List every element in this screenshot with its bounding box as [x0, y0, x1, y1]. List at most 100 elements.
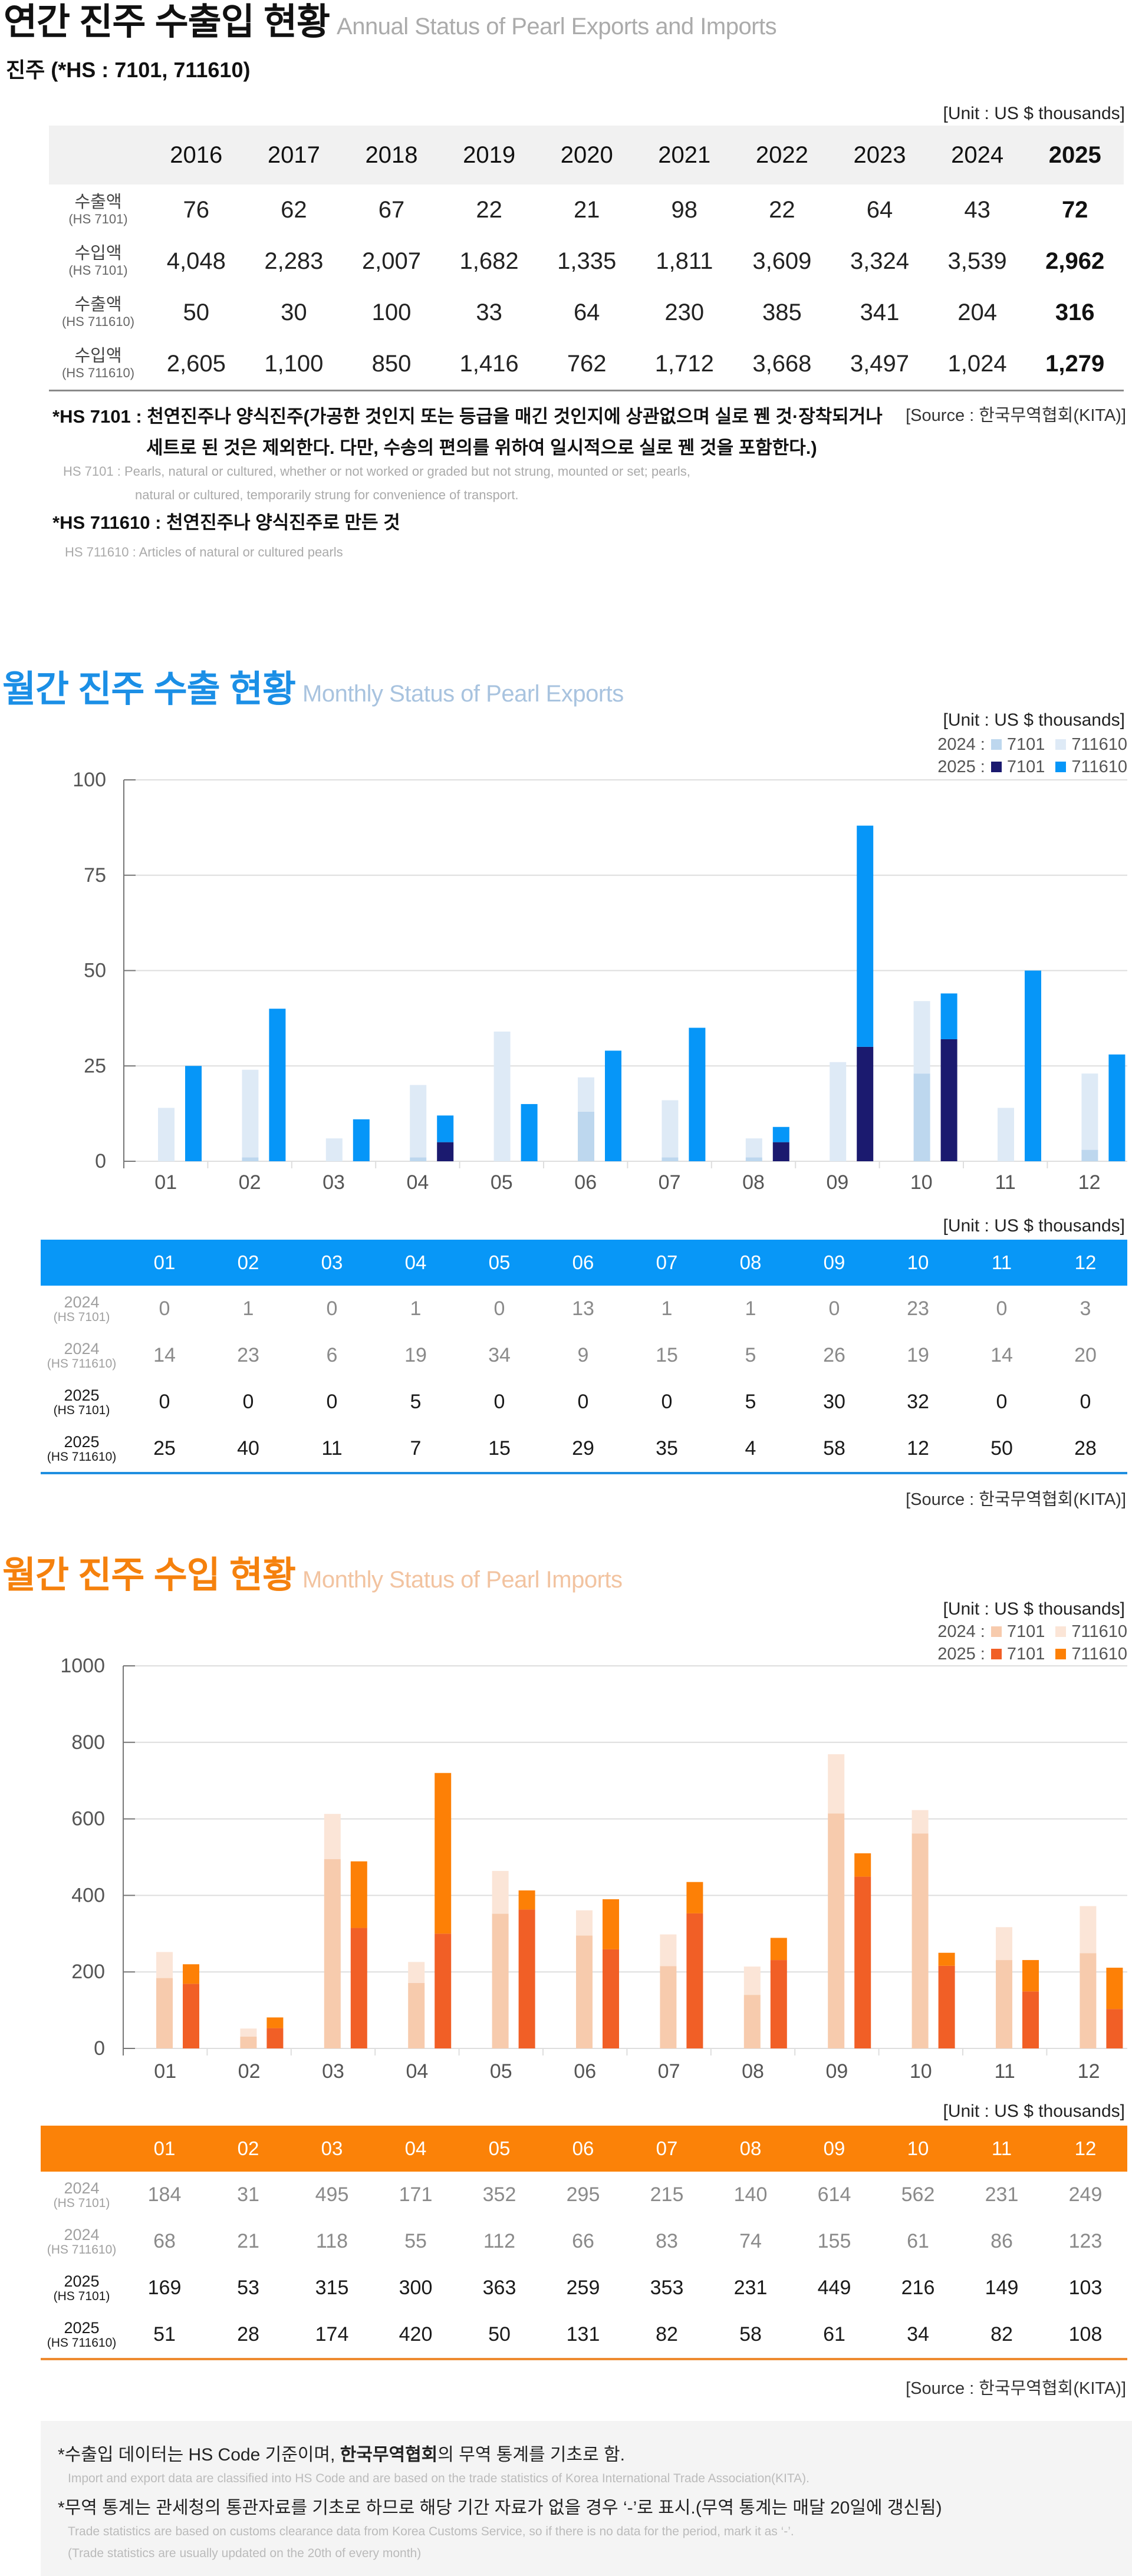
value-cell: 0 — [159, 1391, 170, 1413]
value-cell: 66 — [572, 2230, 594, 2252]
annual-source-label: [Source : 한국무역협회(KITA)] — [906, 406, 1126, 425]
value-cell: 58 — [823, 1437, 845, 1460]
table-row: 2024 (HS 7101) 184 31 495 171 352 295 215 140 614 5… — [41, 2172, 1127, 2218]
year-header-cell: 2023 — [853, 141, 906, 168]
bar-2025-711610-04 — [437, 1115, 454, 1142]
x-tick-label: 03 — [322, 2060, 344, 2083]
x-tick-label: 12 — [1078, 1171, 1101, 1194]
value-cell: 23 — [237, 1344, 259, 1366]
bar-2025-711610-02 — [269, 1009, 286, 1161]
row-label: 2024 (HS 7101) — [41, 2180, 123, 2209]
value-cell: 14 — [990, 1344, 1013, 1366]
value-cell: 26 — [823, 1344, 845, 1366]
bar-2024-711610-02 — [242, 1069, 259, 1158]
row-label-type: 수입액 — [74, 347, 122, 366]
value-cell: 449 — [817, 2277, 851, 2299]
legend-swatch-icon — [990, 1649, 1002, 1659]
value-cell: 33 — [476, 299, 502, 325]
table-header-row: 01 02 03 04 05 06 07 08 09 10 11 12 — [41, 2126, 1127, 2172]
value-cell: 341 — [860, 299, 900, 325]
value-cell: 0 — [577, 1391, 589, 1413]
bar-2024-711610-08 — [743, 1966, 761, 1995]
month-header-cell: 05 — [488, 2137, 511, 2159]
value-cell: 762 — [567, 351, 607, 377]
imports-table-unit-label: [Unit : US $ thousands] — [943, 2101, 1126, 2121]
row-label-hs-code: (HS 7101) — [53, 2196, 110, 2210]
legend-swatch-icon — [990, 739, 1002, 750]
bar-2024-7101-09 — [828, 1813, 845, 2048]
bar-2025-7101-05 — [518, 1909, 535, 2048]
value-cell: 850 — [371, 351, 412, 377]
value-cell: 15 — [656, 1344, 678, 1366]
bar-2024-7101-12 — [1081, 1149, 1098, 1161]
x-tick-label: 04 — [406, 2060, 428, 2083]
value-cell: 58 — [739, 2323, 762, 2346]
value-cell: 55 — [404, 2230, 427, 2252]
value-cell: 112 — [483, 2230, 516, 2252]
month-header-cell: 04 — [404, 1251, 427, 1273]
month-header-cell: 01 — [153, 2137, 176, 2159]
bar-2025-7101-09 — [857, 1046, 874, 1161]
value-cell: 20 — [1074, 1344, 1097, 1366]
y-tick-label: 400 — [71, 1884, 105, 1906]
exports-title-en: Monthly Status of Pearl Exports — [302, 681, 624, 707]
bar-2024-711610-06 — [578, 1077, 594, 1112]
bar-2024-7101-02 — [240, 2036, 257, 2048]
value-cell: 7 — [410, 1437, 422, 1460]
value-cell: 1,712 — [654, 351, 714, 377]
bar-2024-711610-07 — [662, 1100, 679, 1158]
bar-2025-711610-10 — [938, 1952, 955, 1966]
row-label-hs-code: (HS 7101) — [53, 1310, 110, 1324]
bar-2024-711610-03 — [324, 1814, 341, 1859]
x-tick-label: 09 — [826, 1171, 848, 1194]
bar-2025-711610-02 — [266, 2017, 284, 2028]
imports-bar-chart: 0 200 400 600 800 1000 01 02 03 04 05 06 07 08 09 10 11 1… — [60, 1655, 1127, 2083]
bar-2025-711610-03 — [350, 1861, 367, 1928]
table-row: 2025 (HS 711610) 51 28 174 420 50 131 82 58 61 34 82… — [41, 2311, 1127, 2358]
value-cell: 34 — [907, 2323, 929, 2346]
value-cell: 2,283 — [264, 248, 324, 274]
value-cell: 50 — [990, 1437, 1013, 1460]
bar-2024-7101-04 — [408, 1983, 425, 2048]
bar-2024-711610-09 — [830, 1062, 847, 1161]
month-header-cell: 09 — [823, 2137, 845, 2159]
annual-title-en: Annual Status of Pearl Exports and Impor… — [337, 14, 777, 39]
bar-2024-711610-08 — [745, 1138, 762, 1158]
year-header-cell: 2018 — [365, 141, 418, 168]
value-cell: 15 — [488, 1437, 511, 1460]
footnote-update-schedule-en: (Trade statistics are usually updated on… — [68, 2547, 422, 2560]
bar-2025-7101-02 — [266, 2028, 284, 2048]
bar-2024-711610-12 — [1081, 1073, 1098, 1150]
legend-item-label: 711610 — [1071, 735, 1127, 754]
value-cell: 0 — [828, 1297, 840, 1320]
row-label-year: 2024 — [64, 1293, 100, 1312]
value-cell: 19 — [404, 1344, 427, 1366]
note-hs7101-ko-line1: *HS 7101 : 천연진주나 양식진주(가공한 것인지 또는 등급을 매긴 … — [52, 406, 883, 427]
legend-row: 2024 : 7101 711610 — [937, 733, 1127, 756]
value-cell: 1,811 — [656, 248, 713, 274]
bar-2024-711610-01 — [156, 1952, 173, 1978]
x-tick-label: 11 — [995, 1171, 1016, 1194]
value-cell: 3,539 — [947, 248, 1007, 274]
value-cell: 100 — [371, 299, 412, 325]
value-cell: 0 — [326, 1297, 338, 1320]
value-cell: 204 — [957, 299, 997, 325]
legend-item-label: 7101 — [1006, 1645, 1045, 1663]
x-tick-label: 10 — [910, 2060, 932, 2083]
legend-group-label: 2025 : — [937, 757, 985, 776]
value-cell: 420 — [399, 2323, 433, 2346]
legend-row: 2025 : 7101 711610 — [937, 1643, 1127, 1665]
month-header-cell: 03 — [321, 1251, 343, 1273]
value-cell: 2,605 — [166, 351, 226, 377]
bar-2025-7101-03 — [350, 1928, 367, 2048]
value-cell: 215 — [650, 2183, 684, 2206]
value-cell: 21 — [237, 2230, 259, 2252]
y-tick-label: 75 — [84, 864, 106, 887]
note-hs7101-en-line2: natural or cultured, temporarily strung … — [135, 487, 519, 502]
row-label-year: 2024 — [64, 2179, 100, 2198]
value-cell: 155 — [817, 2230, 851, 2252]
exports-table-unit-label: [Unit : US $ thousands] — [943, 1216, 1126, 1236]
legend-swatch-icon — [990, 762, 1002, 772]
bar-2025-711610-09 — [854, 1853, 871, 1877]
row-label-type: 수출액 — [74, 295, 122, 315]
